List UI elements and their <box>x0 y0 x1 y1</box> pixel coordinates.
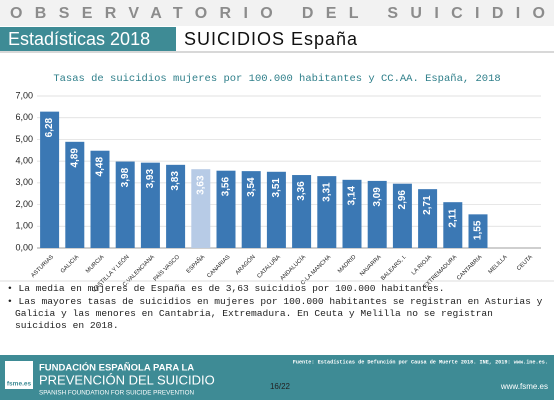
bar <box>166 164 186 248</box>
bar <box>40 111 60 249</box>
org-line3: SPANISH FOUNDATION FOR SUICIDE PREVENTIO… <box>39 390 195 397</box>
bar <box>342 179 362 248</box>
x-tick-label: ESPAÑA <box>185 253 206 274</box>
page-number: 16/22 <box>270 382 291 391</box>
value-label: 3,93 <box>145 168 156 188</box>
bullet: • Las mayores tasas de suicidios en muje… <box>6 296 546 332</box>
bar <box>418 189 438 248</box>
value-label: 3,14 <box>347 186 358 206</box>
value-label: 3,51 <box>271 178 282 198</box>
bullet-text: Las mayores tasas de suicidios en mujere… <box>15 296 543 331</box>
value-label: 2,96 <box>397 190 408 210</box>
bullet: • La media en mujeres de España es de 3,… <box>6 283 546 295</box>
value-label: 3,56 <box>221 177 232 197</box>
x-tick-label: MADRID <box>337 254 357 274</box>
chart-title: Tasas de suicidios mujeres por 100.000 h… <box>53 73 500 85</box>
x-tick-label: ARAGÓN <box>234 254 257 277</box>
value-label: 3,31 <box>321 182 332 202</box>
bar <box>266 171 286 248</box>
org-line1: FUNDACIÓN ESPAÑOLA PARA LA <box>39 362 194 374</box>
bullet-dot: • <box>7 283 19 294</box>
x-tick-label: CANTABRIA <box>456 254 483 281</box>
value-label: 3,63 <box>195 175 206 195</box>
value-label: 6,28 <box>44 117 55 137</box>
x-tick-label: NAVARRA <box>359 254 383 278</box>
y-tick-label: 6,00 <box>15 112 33 122</box>
bar <box>392 183 412 248</box>
value-label: 4,89 <box>69 148 80 168</box>
bullet-dot: • <box>7 296 19 307</box>
x-tick-label: CATALUÑA <box>256 253 282 279</box>
bar <box>90 150 110 248</box>
x-tick-label: CEUTA <box>516 254 534 272</box>
x-tick-label: ASTURIAS <box>30 254 55 279</box>
x-tick-label: PAÍS VASCO <box>152 253 182 283</box>
y-tick-label: 4,00 <box>15 156 33 166</box>
value-label: 3,09 <box>372 187 383 207</box>
bar <box>140 162 160 248</box>
section: Estadísticas 2018 <box>8 29 150 49</box>
bar <box>317 176 337 248</box>
x-tick-label: ANDALUCÍA <box>279 253 308 282</box>
bar <box>241 171 261 248</box>
bar <box>468 214 488 248</box>
x-tick-label: BALEARS, I. <box>380 254 408 282</box>
value-label: 1,55 <box>473 220 484 240</box>
value-label: 2,11 <box>447 208 458 227</box>
x-tick-label: MURCIA <box>85 254 106 275</box>
bar <box>65 141 85 248</box>
value-label: 3,54 <box>246 177 257 197</box>
y-tick-label: 3,00 <box>15 177 33 187</box>
x-tick-label: GALICIA <box>60 254 81 275</box>
topic: SUICIDIOS España <box>184 29 358 49</box>
x-tick-label: CANARIAS <box>206 254 231 279</box>
y-tick-label: 0,00 <box>15 242 33 252</box>
url: www.fsme.es <box>500 382 548 391</box>
x-tick-label: MELILLA <box>488 254 509 275</box>
org-line2: PREVENCIÓN DEL SUICIDIO <box>39 372 215 387</box>
plot: 0,00 1,00 2,00 3,00 4,00 5,00 6,00 7,00 6,28 ASTU… <box>15 90 541 294</box>
value-label: 3,83 <box>170 171 181 191</box>
x-tick-label: LA RIOJA <box>411 254 433 276</box>
footer-band <box>0 355 554 400</box>
bar <box>216 170 236 248</box>
y-tick-label: 7,00 <box>15 90 33 100</box>
value-label: 3,98 <box>120 167 131 187</box>
value-label: 3,36 <box>296 181 307 201</box>
y-tick-label: 2,00 <box>15 199 33 209</box>
logo-mark: fsme.es <box>7 381 32 388</box>
section-box <box>0 27 176 51</box>
logo-box <box>5 361 33 389</box>
bar <box>191 169 211 248</box>
bullet-text: La media en mujeres de España es de 3,63… <box>18 283 445 294</box>
y-tick-label: 1,00 <box>15 221 33 231</box>
value-label: 2,71 <box>422 195 433 215</box>
bar <box>292 175 312 248</box>
banner-bg <box>0 0 554 26</box>
bullets: • La media en mujeres de España es de 3,… <box>6 283 546 333</box>
y-tick-label: 5,00 <box>15 134 33 144</box>
bar <box>443 202 463 248</box>
bar <box>115 161 135 248</box>
source: Fuente: Estadísticas de Defunción por Ca… <box>293 359 548 365</box>
value-label: 4,48 <box>95 157 106 177</box>
bar <box>367 180 387 248</box>
